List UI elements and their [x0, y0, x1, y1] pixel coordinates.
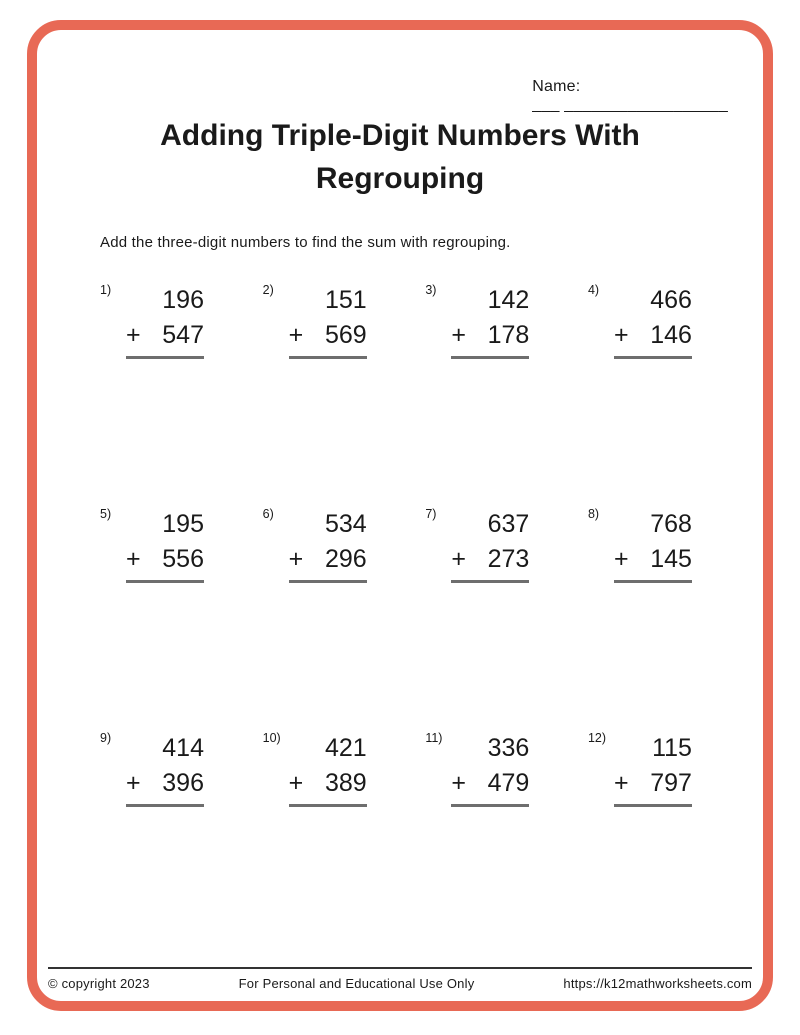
- addition-stack: 115 + 797: [613, 731, 692, 807]
- addition-stack: 421 + 389: [288, 731, 367, 807]
- problem-number: 8): [587, 507, 600, 521]
- footer-copyright: © copyright 2023: [48, 976, 150, 991]
- problem-6: 6) 534 + 296: [263, 507, 367, 589]
- plus-operator: +: [126, 321, 141, 349]
- addend-top: 534: [324, 510, 367, 538]
- addend-top: 195: [162, 510, 204, 538]
- plus-operator: +: [288, 545, 304, 573]
- answer-line: [126, 580, 204, 583]
- problem-5: 5) 195 + 556: [100, 507, 204, 589]
- addend-bottom: 178: [487, 321, 530, 349]
- problem-row-2: 5) 195 + 556 6) 534 + 296 7) 637 + 273: [100, 507, 692, 589]
- problem-number: 9): [100, 731, 112, 745]
- answer-line: [451, 356, 530, 359]
- problem-row-3: 9) 414 + 396 10) 421 + 389 11) 336 + 479: [100, 731, 692, 813]
- plus-operator: +: [288, 321, 304, 349]
- addend-top: 637: [487, 510, 530, 538]
- answer-line: [613, 356, 692, 359]
- problem-number: 12): [587, 731, 607, 745]
- problem-9: 9) 414 + 396: [100, 731, 204, 813]
- footer-usage-note: For Personal and Educational Use Only: [238, 976, 475, 991]
- plus-operator: +: [451, 321, 466, 349]
- addend-bottom: 479: [487, 769, 530, 797]
- answer-line: [451, 804, 530, 807]
- answer-line: [126, 356, 204, 359]
- answer-line: [451, 580, 530, 583]
- plus-operator: +: [451, 545, 466, 573]
- problem-8: 8) 768 + 145: [588, 507, 692, 589]
- answer-line: [613, 580, 692, 583]
- addition-stack: 534 + 296: [288, 507, 367, 583]
- addend-top: 336: [487, 734, 530, 762]
- addition-stack: 466 + 146: [613, 283, 692, 359]
- addend-bottom: 389: [324, 769, 367, 797]
- problem-number: 2): [262, 283, 274, 297]
- addend-top: 414: [162, 734, 204, 762]
- problem-12: 12) 115 + 797: [588, 731, 692, 813]
- addend-top: 196: [162, 286, 204, 314]
- answer-line: [126, 804, 204, 807]
- answer-line: [288, 804, 367, 807]
- name-label: Name:: [532, 78, 581, 95]
- addition-stack: 196 + 547: [126, 283, 204, 359]
- problem-number: 1): [100, 283, 112, 297]
- problem-10: 10) 421 + 389: [263, 731, 367, 813]
- footer: © copyright 2023 For Personal and Educat…: [48, 967, 752, 991]
- problem-row-1: 1) 196 + 547 2) 151 + 569 3) 142 + 178: [100, 283, 692, 365]
- addition-stack: 195 + 556: [126, 507, 204, 583]
- plus-operator: +: [126, 545, 141, 573]
- addition-stack: 637 + 273: [451, 507, 530, 583]
- addend-top: 466: [650, 286, 692, 314]
- problem-number: 11): [425, 731, 443, 745]
- addend-top: 115: [652, 734, 692, 762]
- addend-bottom: 569: [324, 321, 367, 349]
- addition-stack: 142 + 178: [451, 283, 530, 359]
- addend-bottom: 145: [650, 545, 692, 573]
- plus-operator: +: [613, 545, 629, 573]
- problem-3: 3) 142 + 178: [425, 283, 530, 365]
- plus-operator: +: [126, 769, 141, 797]
- instruction-text: Add the three-digit numbers to find the …: [100, 234, 511, 251]
- problem-4: 4) 466 + 146: [588, 283, 692, 365]
- answer-line: [288, 580, 367, 583]
- problem-number: 6): [262, 507, 274, 521]
- addend-top: 421: [324, 734, 367, 762]
- addend-bottom: 273: [487, 545, 530, 573]
- addend-top: 768: [650, 510, 692, 538]
- problem-number: 5): [100, 507, 112, 521]
- addition-stack: 336 + 479: [451, 731, 530, 807]
- problem-number: 10): [262, 731, 281, 745]
- addend-bottom: 547: [162, 321, 204, 349]
- addition-stack: 151 + 569: [288, 283, 367, 359]
- page-title-text: Adding Triple-Digit Numbers With Regroup…: [160, 119, 640, 196]
- plus-operator: +: [613, 321, 629, 349]
- name-blank-line: ___ __________________: [532, 96, 728, 113]
- name-row: Name: ___ __________________: [523, 60, 728, 114]
- problem-number: 4): [587, 283, 600, 297]
- answer-line: [613, 804, 692, 807]
- addend-bottom: 556: [162, 545, 204, 573]
- problem-number: 3): [425, 283, 437, 297]
- problem-number: 7): [425, 507, 437, 521]
- page-title: Adding Triple-Digit Numbers With Regroup…: [0, 114, 800, 200]
- answer-line: [288, 356, 367, 359]
- addend-top: 151: [324, 286, 367, 314]
- addend-top: 142: [487, 286, 530, 314]
- addend-bottom: 396: [162, 769, 204, 797]
- plus-operator: +: [288, 769, 304, 797]
- problem-11: 11) 336 + 479: [425, 731, 530, 813]
- addition-stack: 414 + 396: [126, 731, 204, 807]
- plus-operator: +: [613, 769, 629, 797]
- addition-stack: 768 + 145: [613, 507, 692, 583]
- addend-bottom: 296: [324, 545, 367, 573]
- problem-1: 1) 196 + 547: [100, 283, 204, 365]
- plus-operator: +: [451, 769, 466, 797]
- addend-bottom: 146: [650, 321, 692, 349]
- addend-bottom: 797: [650, 769, 692, 797]
- problem-2: 2) 151 + 569: [263, 283, 367, 365]
- footer-website-url: https://k12mathworksheets.com: [563, 976, 752, 991]
- problem-7: 7) 637 + 273: [425, 507, 530, 589]
